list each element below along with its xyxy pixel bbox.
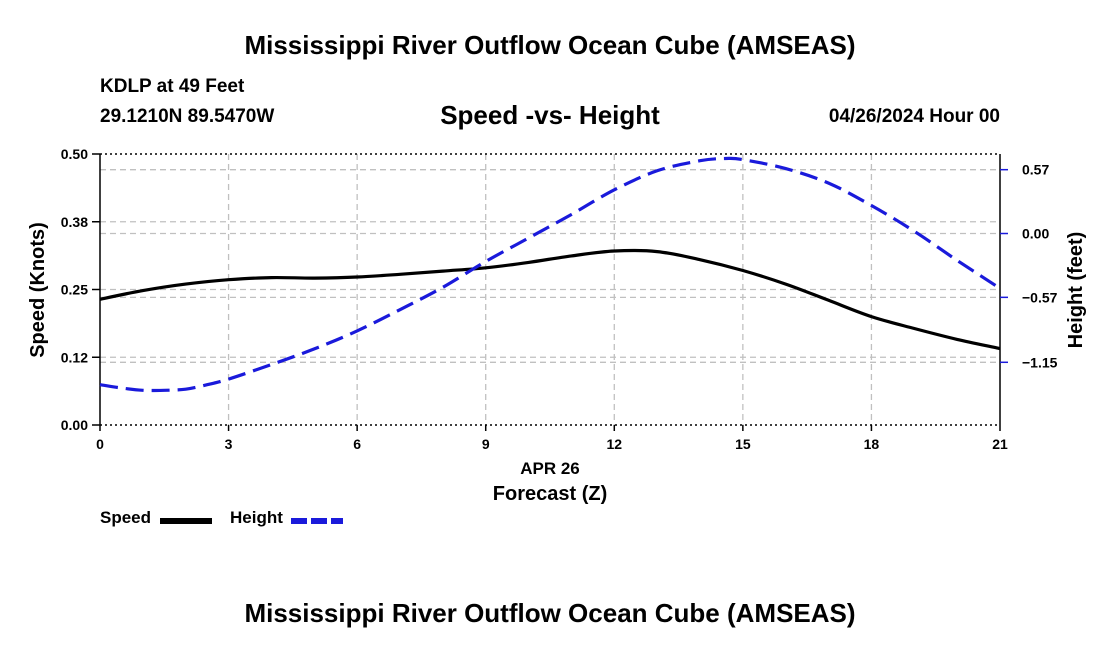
x-date-label: APR 26 (520, 459, 580, 478)
station-coordinates: 29.1210N 89.5470W (100, 106, 275, 127)
ticks: 0 3 6 9 12 15 18 21 0.00 0.12 0.25 0.38 0.50 −1.15 −0.… (61, 146, 1058, 452)
x-axis-title: Forecast (Z) (493, 483, 607, 505)
height-series-line (99, 156, 1001, 393)
legend-height-swatch (291, 518, 343, 524)
y-tick-label: 0.25 (61, 282, 88, 298)
x-tick-label: 0 (96, 436, 104, 452)
x-tick-label: 9 (482, 436, 490, 452)
x-tick-label: 15 (735, 436, 751, 452)
forecast-datetime: 04/26/2024 Hour 00 (828, 106, 1000, 127)
axes (99, 153, 1001, 426)
x-tick-label: 12 (606, 436, 622, 452)
x-tick-label: 18 (864, 436, 880, 452)
y2-axis-title: Height (feet) (1065, 232, 1087, 349)
x-tick-label: 21 (992, 436, 1008, 452)
footer-title: Mississippi River Outflow Ocean Cube (AM… (244, 598, 856, 628)
y-axis-title: Speed (Knots) (27, 222, 49, 358)
y2-tick-label: 0.57 (1022, 162, 1049, 178)
station-label: KDLP at 49 Feet (100, 76, 245, 97)
x-tick-label: 3 (225, 436, 233, 452)
y-tick-label: 0.38 (61, 214, 88, 230)
grid (100, 154, 1000, 425)
legend-height-label: Height (230, 508, 283, 527)
speed-series-line (99, 248, 1001, 351)
y-tick-label: 0.12 (61, 349, 88, 365)
legend-speed-label: Speed (100, 508, 152, 527)
series (99, 156, 1001, 393)
chart-subtitle: Speed -vs- Height (440, 100, 660, 130)
y2-tick-label: −0.57 (1022, 289, 1058, 305)
legend-speed-swatch (160, 518, 212, 524)
y2-tick-label: 0.00 (1022, 226, 1049, 242)
y-tick-label: 0.50 (61, 146, 88, 162)
y-tick-label: 0.00 (61, 417, 88, 433)
y2-tick-label: −1.15 (1022, 354, 1058, 370)
x-tick-label: 6 (353, 436, 361, 452)
chart-main-title: Mississippi River Outflow Ocean Cube (AM… (244, 30, 856, 60)
